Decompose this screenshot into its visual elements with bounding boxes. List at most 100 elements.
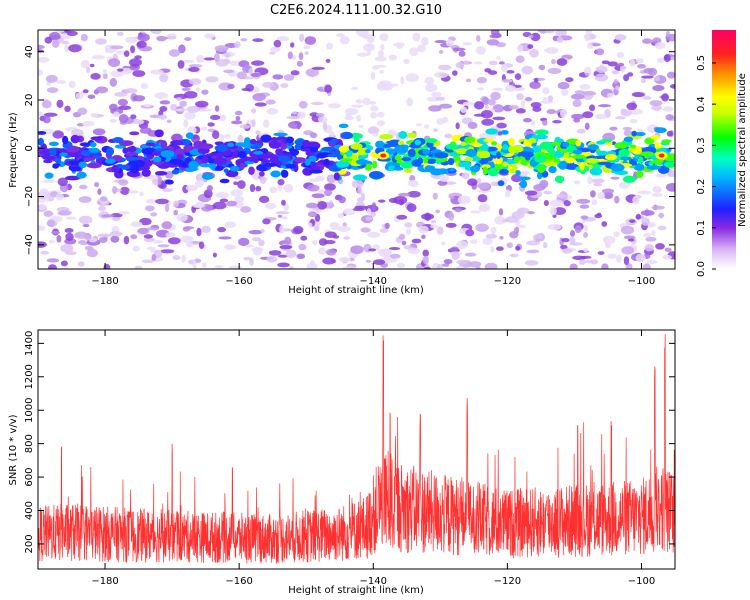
spectrogram-blob [255,130,261,135]
spectrogram-band-blob [106,147,115,156]
x-tick-label: −180 [91,276,118,287]
spectrogram-blob [64,227,74,233]
spectrogram-blob [238,237,250,247]
spectrogram-blob [635,58,644,64]
spectrogram-blob [627,72,634,77]
spectrogram-blob [219,133,225,142]
spectrogram-blob [498,61,505,65]
spectrogram-blob [80,33,88,42]
spectrogram-blob [192,260,197,269]
spectrogram-blob [108,58,121,68]
spectrogram-blob [212,252,217,258]
spectrogram-band-blob [352,174,368,181]
spectrogram-blob [38,111,44,117]
spectrogram-blob [317,116,328,124]
y-tick-label: 1000 [24,397,35,422]
spectrogram-blobs [38,30,675,269]
spectrogram-band-blob [355,158,369,165]
spectrogram-blob [470,239,478,244]
spectrogram-blob [598,104,612,108]
spectrogram-blob [102,68,108,75]
spectrogram-blob [516,93,524,101]
spectrogram-blob [355,99,363,104]
spectrogram-blob [478,203,491,212]
spectrogram-band-blob [519,179,528,189]
spectrogram-blob [477,194,488,203]
spectrogram-blob [421,213,435,220]
spectrogram-band-blob [564,152,570,158]
spectrogram-blob [345,113,352,119]
spectrogram-blob [641,217,650,226]
spectrogram-blob [95,86,109,94]
spectrogram-blob [270,46,281,53]
spectrogram-band-blob [208,162,217,170]
spectrogram-blob [635,253,646,263]
spectrogram-band-blob [258,152,272,159]
spectrogram-band-blob [66,145,80,153]
spectrogram-band-blob [502,144,509,151]
spectrogram-blob [139,127,152,134]
spectrogram-band-blob [225,169,239,178]
spectrogram-blob [662,106,674,112]
spectrogram-band-blob [623,136,634,143]
spectrogram-blob [308,222,313,229]
spectrogram-xlabel: Height of straight line (km) [288,285,424,296]
spectrogram-blob [114,91,128,97]
spectrogram-blob [490,226,497,234]
spectrogram-band-blob [646,165,662,170]
spectrogram-band-blob [270,171,281,177]
spectrogram-blob [620,108,626,113]
spectrogram-blob [515,108,526,114]
spectrogram-blob [456,259,468,265]
spectrogram-blob [436,226,444,235]
spectrogram-blob [618,181,631,190]
spectrogram-blob [622,126,632,131]
spectrogram-band-blob [78,161,88,169]
spectrogram-blob [219,198,229,203]
spectrogram-blob [88,237,98,243]
spectrogram-blob [409,47,419,57]
spectrogram-blob [547,95,554,102]
spectrogram-blob [615,85,620,91]
spectrogram-blob [543,190,553,195]
spectrogram-blob [323,189,333,197]
spectrogram-blob [591,199,598,206]
spectrogram-band-blob [248,166,255,176]
spectrogram-blob [214,264,224,269]
spectrogram-blob [324,231,337,238]
spectrogram-blob [65,216,77,220]
spectrogram-blob [342,208,356,216]
spectrogram-band-blob [562,141,570,148]
spectrogram-blob [556,58,568,66]
spectrogram-blob [623,235,636,240]
spectrogram-blob [595,65,608,74]
page-title: C2E6.2024.111.00.32.G10 [270,3,442,18]
spectrogram-blob [407,247,420,255]
spectrogram-blob [291,111,298,115]
spectrogram-band-blob [229,165,240,172]
spectrogram-blob [68,80,76,89]
spectrogram-blob [506,242,514,249]
spectrogram-blob [561,248,573,254]
x-tick-label: −160 [225,276,252,287]
spectrogram-blob [499,235,504,240]
spectrogram-blob [606,253,618,259]
spectrogram-band-blob [271,137,278,142]
spectrogram-blob [652,186,662,193]
spectrogram-blob [293,225,304,234]
spectrogram-blob [244,64,250,72]
spectrogram-blob [376,111,385,118]
spectrogram-blob [651,205,665,210]
spectrogram-blob [326,42,333,50]
spectrogram-blob [201,126,208,131]
spectrogram-blob [369,105,379,112]
spectrogram-blob [277,254,288,258]
spectrogram-band-blob [575,140,582,147]
spectrogram-blob [515,55,525,63]
spectrogram-blob [655,243,665,250]
spectrogram-blob [300,235,308,241]
spectrogram-blob [467,121,478,130]
spectrogram-band-blob [620,156,632,161]
spectrogram-blob [201,225,211,234]
spectrogram-band-blob [289,148,300,156]
